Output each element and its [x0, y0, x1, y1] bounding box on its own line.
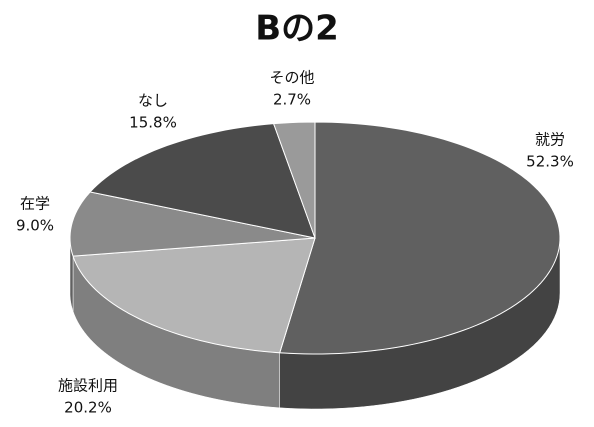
- slice-top: [69, 191, 316, 257]
- chart-title: Bの2: [255, 9, 339, 49]
- slice-label: 施設利用: [58, 377, 118, 395]
- slice-value: 2.7%: [273, 91, 311, 109]
- slice-label: なし: [138, 92, 168, 110]
- slice-label: 就労: [535, 131, 565, 149]
- slice: [272, 121, 316, 239]
- slice: [89, 123, 316, 239]
- slice-top: [279, 121, 561, 355]
- slice-value: 9.0%: [16, 217, 54, 235]
- slice: [279, 121, 561, 410]
- slice-value: 52.3%: [526, 153, 574, 171]
- slice-value: 20.2%: [64, 399, 112, 417]
- slice-value: 15.8%: [129, 114, 177, 132]
- slice-top: [272, 121, 316, 239]
- slice: [69, 191, 316, 312]
- slice-top: [89, 123, 316, 239]
- slice-label: 在学: [20, 195, 50, 213]
- slice-top: [72, 237, 316, 354]
- slice-label: その他: [269, 69, 314, 87]
